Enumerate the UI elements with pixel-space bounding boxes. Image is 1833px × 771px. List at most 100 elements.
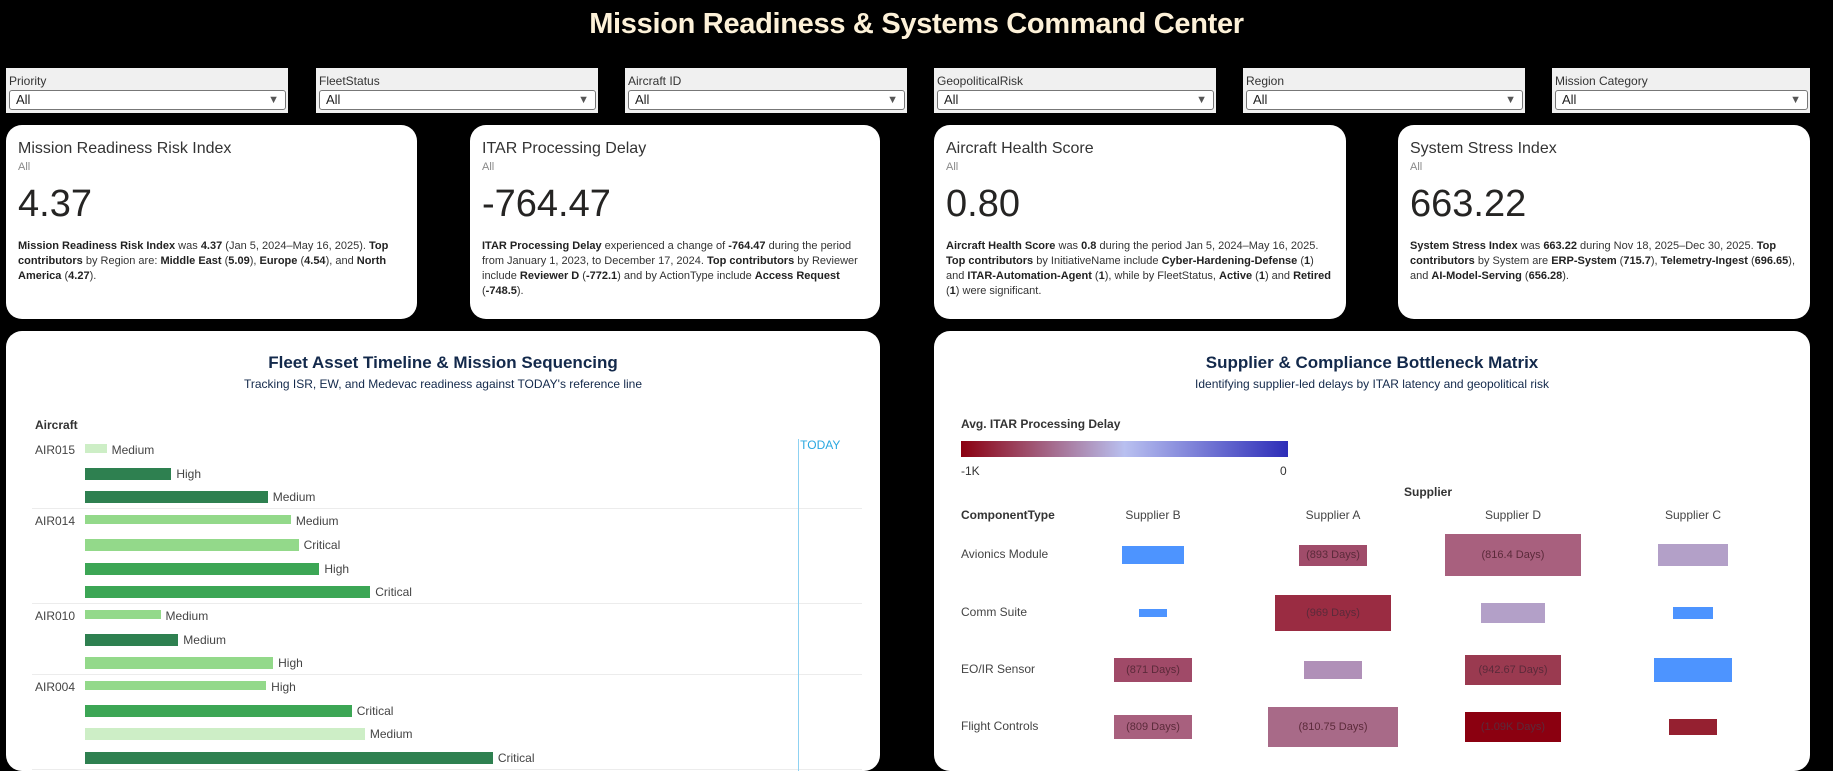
kpi-title: Aircraft Health Score [946,140,1094,157]
chevron-down-icon[interactable]: ▼ [578,94,589,106]
filter-label: Region [1246,74,1285,88]
cell-label: (816.4 Days) [1481,549,1545,561]
kpi-title: ITAR Processing Delay [482,140,647,157]
timeline-bar[interactable] [85,609,161,619]
aircraft-id-dropdown[interactable]: All ▼ [628,90,905,110]
timeline-bar[interactable] [85,728,365,741]
timeline-bar[interactable] [85,444,107,453]
description-segment: ). [516,285,524,297]
description-segment: Access Request [754,270,840,282]
matrix-title: Supplier & Compliance Bottleneck Matrix [1205,353,1539,372]
matrix-cell[interactable] [1304,661,1362,679]
kpi-title: System Stress Index [1410,140,1557,157]
legend-min: -1K [961,464,980,478]
cell-label: (893 Days) [1306,549,1360,561]
today-reference-line [798,439,800,771]
timeline-bar[interactable] [85,704,352,717]
description-segment: -764.47 [728,240,766,252]
kpi-value: -764.47 [482,183,611,225]
description-segment: Top contributors [946,255,1034,267]
legend-gradient [961,441,1288,457]
filter-label: FleetStatus [319,74,380,88]
timeline-bar[interactable] [85,515,291,525]
description-segment: ( [61,270,69,282]
description-segment: ( [1297,255,1305,267]
matrix-cell[interactable]: (893 Days) [1299,544,1367,566]
bar-priority-label: Medium [111,443,155,457]
description-segment: ), and [325,255,357,267]
matrix-cell[interactable]: (942.67 Days) [1465,655,1561,685]
description-segment: Reviewer D [519,270,580,282]
matrix-cell[interactable] [1657,544,1729,566]
aircraft-label: AIR010 [35,608,76,623]
description-segment: 4.54 [304,255,326,267]
filter-region: Region All ▼ [1243,68,1525,113]
description-segment: 4.37 [200,240,223,252]
bar-priority-label: Medium [295,514,339,529]
description-segment: ITAR Processing Delay [482,240,602,252]
description-segment: ). [89,270,97,282]
fleet-timeline-panel: Fleet Asset Timeline & Mission Sequencin… [6,331,880,771]
chevron-down-icon[interactable]: ▼ [1790,94,1801,106]
kpi-card-itar-processing-delay: ITAR Processing Delay All -764.47 ITAR Proc… [470,125,880,319]
bar-priority-label: Critical [375,585,412,600]
chevron-down-icon[interactable]: ▼ [1505,94,1516,106]
timeline-bar[interactable] [85,633,179,646]
geopoliticalrisk-dropdown[interactable]: All ▼ [937,90,1214,110]
matrix-cell[interactable]: (969 Days) [1275,595,1391,631]
description-segment: 1 [1098,270,1105,282]
description-segment: Aircraft Health Score [946,240,1056,252]
supplier-matrix-panel: Supplier & Compliance Bottleneck Matrix … [934,331,1810,771]
row-label: EO/IR Sensor [961,662,1036,676]
matrix-cell[interactable] [1481,603,1545,623]
timeline-bar[interactable] [85,491,268,504]
chevron-down-icon[interactable]: ▼ [268,94,279,106]
timeline-bar[interactable] [85,467,172,480]
chevron-down-icon[interactable]: ▼ [1196,94,1207,106]
timeline-bar[interactable] [85,586,371,599]
dropdown-value: All [16,92,31,107]
matrix-cell[interactable]: (816.4 Days) [1445,534,1581,576]
matrix-cell[interactable] [1122,545,1184,565]
timeline-bar[interactable] [85,752,493,765]
mission-category-dropdown[interactable]: All ▼ [1555,90,1808,110]
column-group-header: Supplier [1404,485,1453,499]
timeline-bar[interactable] [85,681,267,690]
matrix-cell[interactable] [1653,657,1733,683]
description-segment: ( [579,270,586,282]
chevron-down-icon[interactable]: ▼ [887,94,898,106]
description-segment: Active [1219,270,1253,282]
kpi-value: 4.37 [18,183,92,225]
bar-priority-label: Medium [369,727,413,742]
matrix-cell[interactable]: (810.75 Days) [1268,707,1398,747]
timeline-title: Fleet Asset Timeline & Mission Sequencin… [268,353,618,372]
timeline-bar[interactable] [85,538,299,551]
description-segment: ( [1521,270,1529,282]
matrix-cell[interactable]: (1.09K Days) [1465,712,1561,742]
description-segment: ( [221,255,229,267]
description-segment: North America [18,255,387,282]
description-segment: ), while by FleetStatus, [1104,270,1220,282]
fleetstatus-dropdown[interactable]: All ▼ [319,90,596,110]
matrix-cell[interactable] [1668,719,1718,735]
kpi-card-aircraft-health-score: Aircraft Health Score All 0.80 Aircraft Hea… [934,125,1346,319]
matrix-cell[interactable]: (809 Days) [1113,714,1193,740]
description-segment: experienced a change of [601,240,729,252]
timeline-bar[interactable] [85,562,320,575]
description-segment: -772.1 [585,270,618,282]
matrix-cell[interactable] [1139,608,1167,618]
aircraft-label: AIR015 [35,443,76,457]
priority-dropdown[interactable]: All ▼ [9,90,286,110]
description-segment: 1 [1258,270,1265,282]
matrix-cell[interactable]: (871 Days) [1113,657,1193,683]
kpi-value: 0.80 [946,183,1020,225]
dropdown-value: All [1562,92,1577,107]
timeline-bar[interactable] [85,657,274,670]
description-segment: (Jan 5, 2024–May 16, 2025). [222,240,369,252]
bar-priority-label: Medium [272,490,316,505]
description-segment: Retired [1293,270,1331,282]
description-segment: Top contributors [707,255,795,267]
matrix-cell[interactable] [1672,606,1714,620]
kpi-description: Mission Readiness Risk Index was 4.37 (J… [18,239,405,284]
region-dropdown[interactable]: All ▼ [1246,90,1523,110]
